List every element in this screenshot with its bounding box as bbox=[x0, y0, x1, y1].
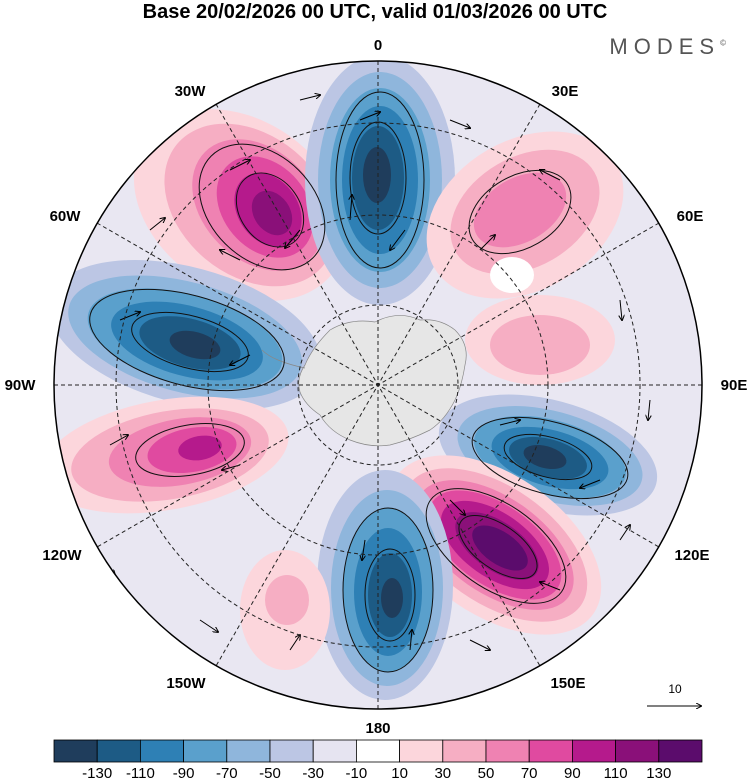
lon-label-30w: 30W bbox=[175, 83, 207, 100]
anomaly-lobe-80e bbox=[465, 295, 615, 385]
colorbar-swatch bbox=[96, 739, 141, 763]
colorbar-swatch bbox=[139, 739, 184, 763]
colorbar-tick-label: -90 bbox=[173, 765, 195, 782]
colorbar-tick-label: -110 bbox=[126, 765, 155, 782]
lon-label-90e: 90E bbox=[721, 377, 748, 394]
lon-label-150w: 150W bbox=[166, 675, 206, 692]
colorbar-swatch bbox=[312, 739, 357, 763]
lon-label-120w: 120W bbox=[42, 547, 82, 564]
colorbar-swatch bbox=[658, 739, 703, 763]
colorbar-tick-label: -30 bbox=[302, 765, 324, 782]
graticule bbox=[54, 61, 702, 709]
colorbar-swatch bbox=[615, 739, 660, 763]
map-boundary bbox=[53, 60, 703, 710]
colorbar-tick-label: 90 bbox=[564, 765, 581, 782]
colorbar-swatch bbox=[269, 739, 314, 763]
colorbar-tick-label: 70 bbox=[521, 765, 538, 782]
lon-label-120e: 120E bbox=[674, 547, 709, 564]
colorbar-swatch bbox=[485, 739, 530, 763]
antarctic-peninsula bbox=[261, 349, 306, 369]
colorbar-swatch bbox=[442, 739, 487, 763]
colorbar-swatch bbox=[528, 739, 573, 763]
vector-reference: 10 bbox=[647, 682, 701, 706]
brand-text: MODES bbox=[609, 34, 721, 59]
colorbar-tick-label: 10 bbox=[391, 765, 408, 782]
colorbar-swatch bbox=[183, 739, 228, 763]
colorbar-tick-label: -50 bbox=[259, 765, 281, 782]
antarctica-landmass bbox=[298, 315, 467, 447]
lon-label-60e: 60E bbox=[677, 208, 704, 225]
colorbar-swatch bbox=[572, 739, 617, 763]
copyright-mark: © bbox=[720, 38, 726, 48]
colorbar-swatch bbox=[355, 739, 400, 763]
colorbar-tick-label: 130 bbox=[646, 765, 671, 782]
map-disk bbox=[54, 61, 702, 709]
colorbar-swatch bbox=[399, 739, 444, 763]
lon-label-90w: 90W bbox=[5, 377, 37, 394]
lon-label-60w: 60W bbox=[50, 208, 82, 225]
colorbar: -130 -110 -90 -70 -50 -30 -10 10 30 50 70 90 110 130 bbox=[53, 739, 703, 782]
colorbar-tick-label: -10 bbox=[346, 765, 368, 782]
wind-vectors bbox=[99, 95, 650, 650]
streamlines bbox=[89, 91, 629, 673]
anomaly-lobe-0 bbox=[305, 61, 455, 305]
anomaly-lobe-30w bbox=[133, 109, 347, 301]
colorbar-tick-label: 50 bbox=[478, 765, 495, 782]
lon-label-180: 180 bbox=[365, 720, 390, 737]
colorbar-tick-label: 110 bbox=[604, 765, 628, 782]
vector-reference-label: 10 bbox=[668, 682, 682, 696]
anomaly-lobe-150w bbox=[240, 550, 330, 670]
colorbar-swatch bbox=[226, 739, 271, 763]
colorbar-swatch bbox=[53, 739, 98, 763]
modes-logo: MODES© bbox=[609, 34, 726, 60]
colorbar-tick-label: 30 bbox=[434, 765, 451, 782]
colorbar-tick-label: -70 bbox=[216, 765, 238, 782]
anomaly-lobe-45e bbox=[426, 131, 624, 299]
lon-label-30e: 30E bbox=[552, 83, 579, 100]
colorbar-tick-label: -130 bbox=[82, 765, 112, 782]
lon-label-0: 0 bbox=[374, 37, 382, 54]
lon-label-150e: 150E bbox=[550, 675, 585, 692]
anomaly-lobe-135e bbox=[388, 455, 602, 635]
chart-title: Base 20/02/2026 00 UTC, valid 01/03/2026… bbox=[142, 1, 608, 23]
